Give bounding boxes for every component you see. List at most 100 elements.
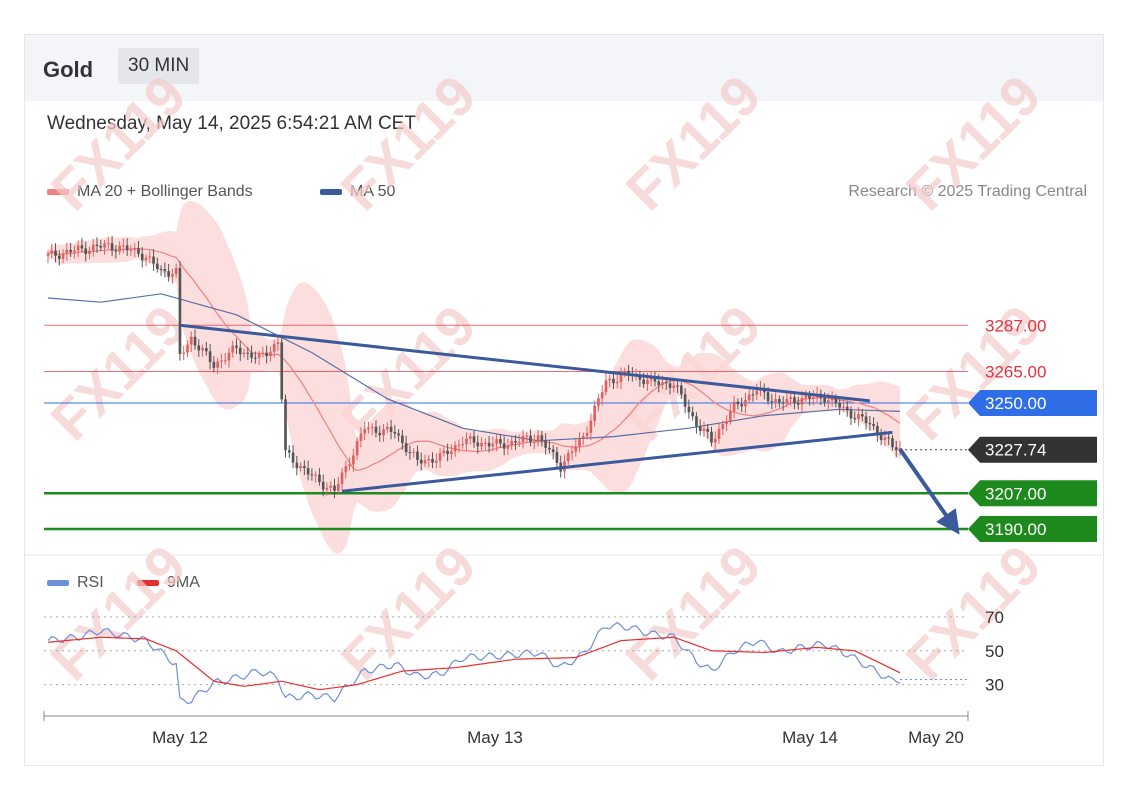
rsi-tick-label: 30 xyxy=(985,676,1004,695)
candle-body xyxy=(246,352,250,354)
candle-body xyxy=(393,431,397,434)
candle-body xyxy=(751,394,755,396)
candle-body xyxy=(627,370,630,375)
candle-body xyxy=(465,438,468,445)
candle-body xyxy=(412,451,416,453)
candle-body xyxy=(434,460,438,463)
candle-body xyxy=(280,342,284,400)
candle-body xyxy=(189,336,193,345)
level-label-support: 3207.00 xyxy=(985,484,1046,503)
candle-body xyxy=(299,466,302,469)
trendlines-layer xyxy=(179,323,960,535)
candle-body xyxy=(453,445,457,452)
candle-body xyxy=(235,345,238,348)
candle-body xyxy=(887,437,891,439)
candle-body xyxy=(672,385,676,388)
candle-body xyxy=(872,424,875,427)
candle-body xyxy=(129,249,133,251)
candle-body xyxy=(76,245,80,251)
legend-rsi-ma-label: 9MA xyxy=(167,574,200,591)
candle-body xyxy=(615,382,619,384)
watermark-text: FX119 xyxy=(614,533,773,692)
candle-body xyxy=(163,269,167,272)
legend-ma50-label: MA 50 xyxy=(350,183,396,200)
candle-body xyxy=(770,401,774,403)
candle-body xyxy=(137,248,140,254)
watermark-text: FX119 xyxy=(894,533,1053,692)
chart-card: Gold 30 MIN Wednesday, May 14, 2025 6:54… xyxy=(24,34,1104,766)
candle-body xyxy=(378,432,382,436)
candle-body xyxy=(713,438,717,443)
candle-body xyxy=(706,428,710,432)
candle-body xyxy=(57,255,61,259)
candle-body xyxy=(849,410,853,419)
candle-body xyxy=(661,382,664,385)
candle-body xyxy=(570,451,574,454)
time-axis: May 12 May 13 May 14 May 20 xyxy=(43,711,969,747)
candle-body xyxy=(676,385,679,387)
candle-body xyxy=(344,466,348,473)
candle-body xyxy=(785,398,789,404)
ma20-swatch xyxy=(47,189,69,195)
rsi-panel: 70 50 30 xyxy=(44,608,1004,705)
candle-body xyxy=(883,437,887,441)
candle-body xyxy=(197,345,201,351)
candle-body xyxy=(461,444,465,446)
timestamp: Wednesday, May 14, 2025 6:54:21 AM CET xyxy=(47,113,416,134)
legend-ma20: MA 20 + Bollinger Bands xyxy=(47,183,253,201)
candle-body xyxy=(680,385,683,395)
candle-body xyxy=(604,380,608,393)
candle-body xyxy=(879,434,883,441)
candle-body xyxy=(223,360,227,362)
candle-body xyxy=(291,452,295,463)
candle-body xyxy=(65,249,69,254)
candle-body xyxy=(472,436,476,443)
candle-body xyxy=(336,483,340,491)
candle-body xyxy=(125,245,129,251)
candle-body xyxy=(88,250,91,254)
candle-body xyxy=(118,245,121,252)
candle-body xyxy=(623,370,627,374)
research-credit: Research © 2025 Trading Central xyxy=(848,183,1087,200)
candle-body xyxy=(287,450,291,453)
candle-body xyxy=(84,248,88,254)
trendline xyxy=(341,430,893,493)
candle-body xyxy=(781,402,785,404)
candle-body xyxy=(593,405,596,421)
candle-body xyxy=(491,443,495,447)
candle-body xyxy=(80,245,84,249)
legend-ma20-label: MA 20 + Bollinger Bands xyxy=(77,183,253,200)
candle-body xyxy=(744,399,747,407)
level-label-support: 3190.00 xyxy=(985,520,1046,539)
candle-body xyxy=(653,376,657,382)
candle-body xyxy=(517,441,521,443)
legend-rsi-label: RSI xyxy=(77,574,104,591)
candle-body xyxy=(122,245,125,247)
rsi-tick-label: 70 xyxy=(985,608,1004,627)
candle-body xyxy=(808,395,811,399)
candle-body xyxy=(265,352,268,357)
candle-body xyxy=(374,426,378,433)
level-labels-layer: 3287.00 3265.00 3250.00 3227.74 3207.00 3190.… xyxy=(968,316,1097,542)
candle-body xyxy=(642,379,645,385)
candle-body xyxy=(156,263,159,270)
level-label-resistance: 3265.00 xyxy=(985,363,1046,382)
candle-body xyxy=(208,351,212,362)
level-label-resistance: 3287.00 xyxy=(985,316,1046,335)
watermark-text: FX119 xyxy=(39,63,198,222)
candle-body xyxy=(891,438,894,448)
candle-body xyxy=(370,426,374,428)
candle-body xyxy=(276,342,280,345)
candle-body xyxy=(864,416,868,424)
candle-body xyxy=(140,253,144,261)
candle-body xyxy=(766,392,770,402)
timeframe-badge[interactable]: 30 MIN xyxy=(118,48,200,84)
candle-body xyxy=(238,347,242,355)
candle-body xyxy=(69,249,72,253)
candle-body xyxy=(857,414,860,419)
candle-body xyxy=(544,440,547,448)
watermark-layer: FX119 FX119 FX119 FX119 FX119 FX119 FX119 FX119… xyxy=(39,63,1053,692)
candle-body xyxy=(646,379,649,385)
candle-body xyxy=(480,442,483,447)
